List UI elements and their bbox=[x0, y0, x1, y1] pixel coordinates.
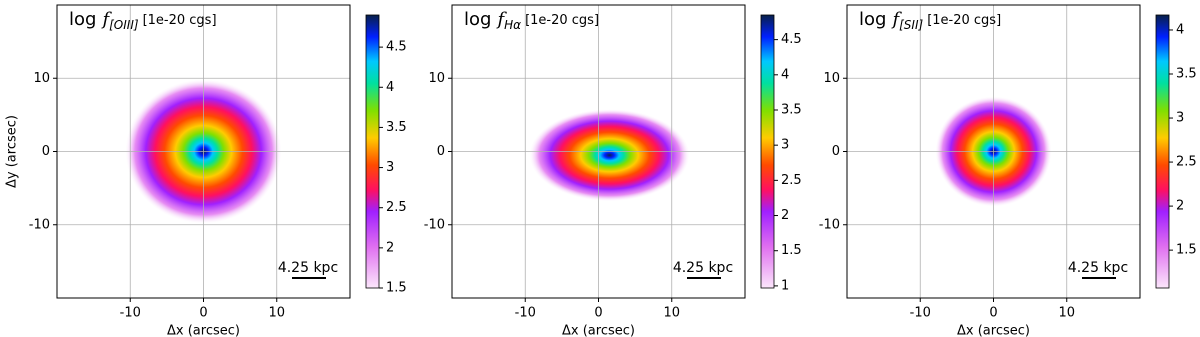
colorbar-tick-label: 1.5 bbox=[386, 281, 407, 296]
panel-title: log f[SII] [1e-20 cgs] bbox=[859, 9, 1001, 32]
y-tick-label: 0 bbox=[832, 144, 840, 159]
x-tick-label: -10 bbox=[910, 306, 931, 321]
axes-frame bbox=[846, 4, 1141, 299]
colorbar-tick-label: 1.5 bbox=[781, 243, 802, 258]
title-subscript: [SII] bbox=[899, 18, 923, 32]
x-tick-label: 10 bbox=[663, 306, 680, 321]
y-axis-label: Δy (arcsec) bbox=[5, 115, 20, 188]
colorbar-tick-label: 4.5 bbox=[781, 32, 802, 47]
title-prefix: log bbox=[464, 9, 491, 30]
title-unit: [1e-20 cgs] bbox=[927, 13, 1001, 28]
colorbar-tick-label: 1.5 bbox=[1176, 243, 1197, 258]
axes-frame bbox=[56, 4, 351, 299]
colorbar-tick-label: 1 bbox=[781, 278, 789, 293]
colorbar-tick-label: 2 bbox=[781, 208, 789, 223]
x-tick-label: 0 bbox=[199, 306, 207, 321]
x-tick-label: 10 bbox=[268, 306, 285, 321]
y-tick-label: 10 bbox=[823, 71, 840, 86]
panel-title: log f[OIII] [1e-20 cgs] bbox=[69, 9, 217, 32]
y-tick-label: -10 bbox=[29, 217, 50, 232]
y-tick-label: 0 bbox=[42, 144, 50, 159]
y-tick-label: 0 bbox=[437, 144, 445, 159]
colorbar-tick-label: 2 bbox=[386, 240, 394, 255]
colorbar-tick-label: 3 bbox=[1176, 111, 1184, 126]
colorbar-tick-label: 3.5 bbox=[386, 120, 407, 135]
title-prefix: log bbox=[859, 9, 886, 30]
y-tick-label: -10 bbox=[819, 217, 840, 232]
title-prefix: log bbox=[69, 9, 96, 30]
colorbar-tick-label: 3 bbox=[386, 160, 394, 175]
title-unit: [1e-20 cgs] bbox=[525, 13, 599, 28]
x-axis-label: Δx (arcsec) bbox=[167, 324, 240, 337]
y-tick-label: 10 bbox=[428, 71, 445, 86]
colorbar-tick-label: 3.5 bbox=[1176, 67, 1197, 82]
x-axis-label: Δx (arcsec) bbox=[562, 324, 635, 337]
panel-title: log fHα [1e-20 cgs] bbox=[464, 9, 599, 32]
x-tick-label: 0 bbox=[989, 306, 997, 321]
colorbar bbox=[1155, 14, 1170, 289]
colorbar-tick-label: 4 bbox=[386, 80, 394, 95]
scalebar-label: 4.25 kpc bbox=[1068, 260, 1128, 276]
x-tick-label: -10 bbox=[515, 306, 536, 321]
colorbar-tick-label: 4 bbox=[781, 67, 789, 82]
colorbar-tick-label: 2.5 bbox=[781, 173, 802, 188]
y-tick-label: -10 bbox=[424, 217, 445, 232]
axes-frame bbox=[451, 4, 746, 299]
x-tick-label: 0 bbox=[594, 306, 602, 321]
colorbar-tick-label: 2.5 bbox=[386, 200, 407, 215]
colorbar-tick-label: 4.5 bbox=[386, 40, 407, 55]
map bbox=[529, 109, 690, 202]
title-subscript: Hα bbox=[504, 18, 521, 32]
colorbar-tick-label: 3 bbox=[781, 138, 789, 153]
scalebar-label: 4.25 kpc bbox=[673, 260, 733, 276]
x-axis-label: Δx (arcsec) bbox=[957, 324, 1030, 337]
colorbar-tick-label: 4 bbox=[1176, 22, 1184, 37]
emission-map bbox=[529, 109, 690, 202]
colorbar-tick-label: 2.5 bbox=[1176, 155, 1197, 170]
title-subscript: [OIII] bbox=[109, 18, 139, 32]
colorbar bbox=[365, 14, 380, 289]
colorbar bbox=[760, 14, 775, 289]
title-unit: [1e-20 cgs] bbox=[143, 13, 217, 28]
colorbar-tick-label: 2 bbox=[1176, 199, 1184, 214]
colorbar-tick-label: 3.5 bbox=[781, 102, 802, 117]
x-tick-label: -10 bbox=[120, 306, 141, 321]
y-tick-label: 10 bbox=[33, 71, 50, 86]
x-tick-label: 10 bbox=[1058, 306, 1075, 321]
scalebar-label: 4.25 kpc bbox=[278, 260, 338, 276]
